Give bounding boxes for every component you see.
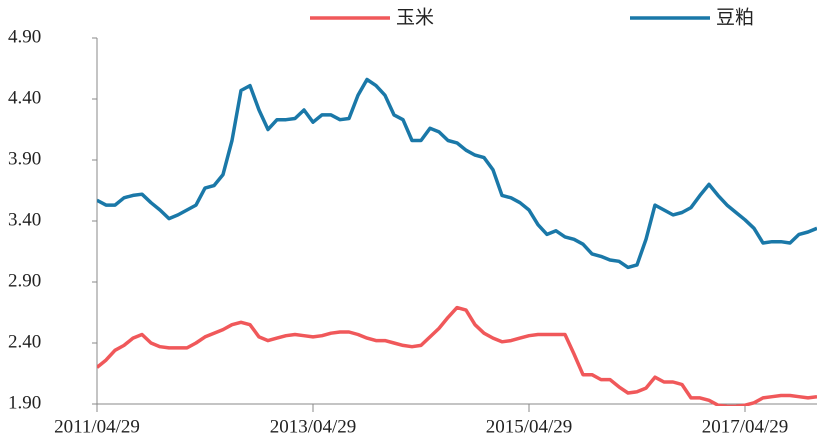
y-tick-label: 4.90 xyxy=(8,26,41,47)
legend-label: 豆粕 xyxy=(716,7,754,29)
legend-label: 玉米 xyxy=(396,7,434,29)
y-tick-label: 2.40 xyxy=(8,331,41,352)
y-tick-label: 4.40 xyxy=(8,87,41,108)
plot-area xyxy=(97,77,817,406)
x-tick-label: 2011/04/29 xyxy=(54,416,140,437)
y-tick-label: 1.90 xyxy=(8,392,41,413)
x-tick-label: 2017/04/29 xyxy=(702,416,789,437)
x-tick-label: 2015/04/29 xyxy=(486,416,573,437)
series-line xyxy=(97,77,817,270)
y-tick-label: 3.40 xyxy=(8,209,41,230)
x-tick-label: 2013/04/29 xyxy=(270,416,357,437)
y-tick-label: 3.90 xyxy=(8,148,41,169)
y-tick-label: 2.90 xyxy=(8,270,41,291)
series-line xyxy=(97,305,817,406)
